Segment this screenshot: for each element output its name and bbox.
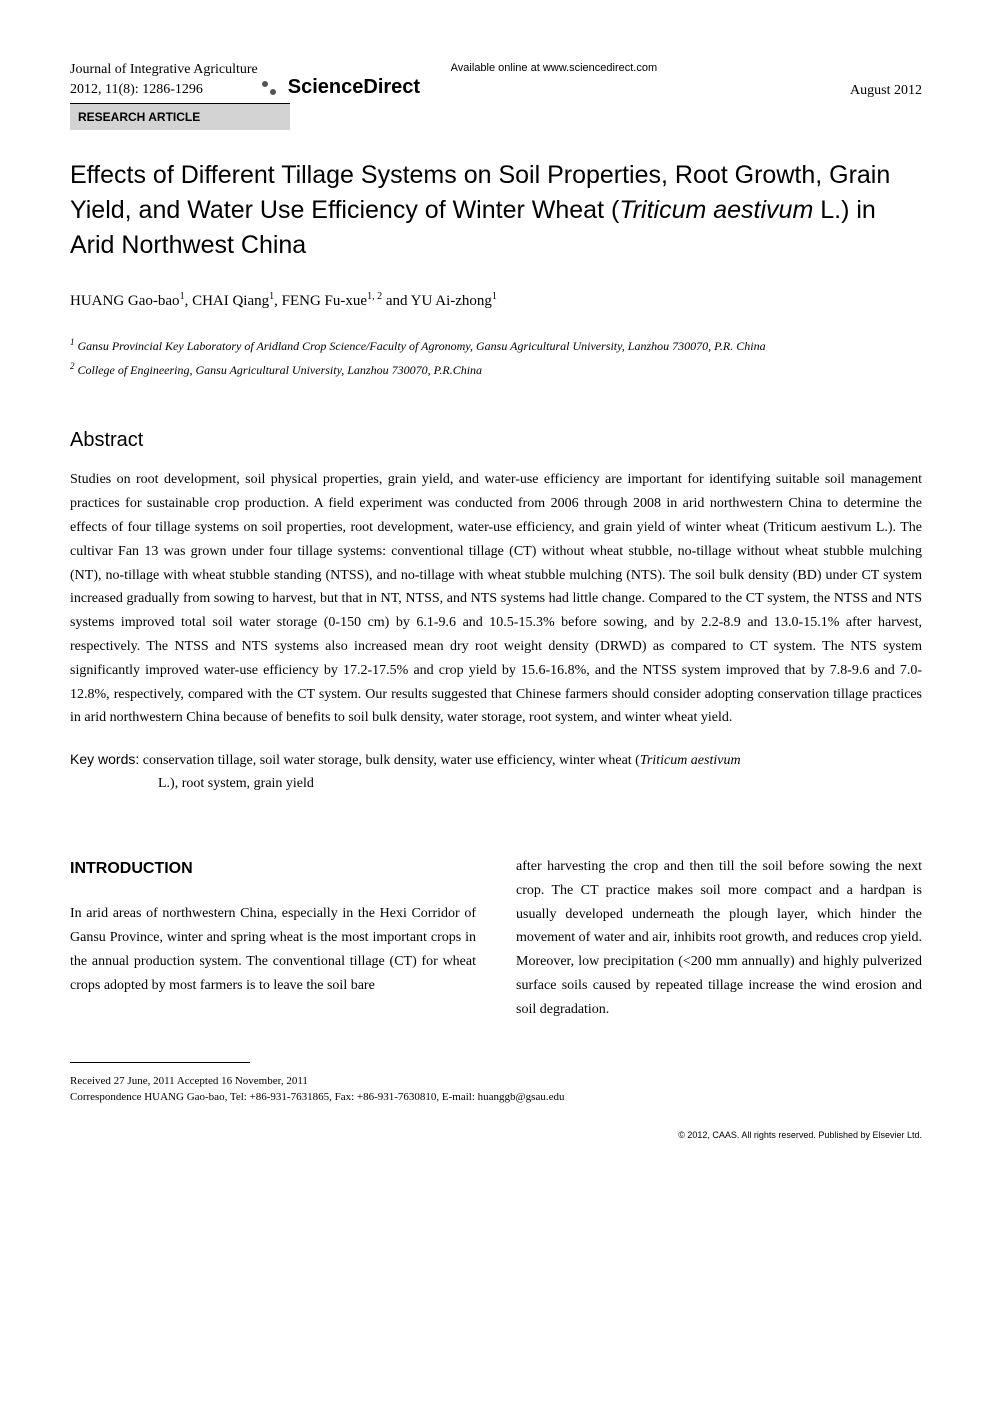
journal-info: Journal of Integrative Agriculture 2012,…	[70, 60, 258, 99]
title-species-italic: Triticum aestivum	[619, 196, 813, 224]
page-header: Journal of Integrative Agriculture 2012,…	[70, 60, 922, 99]
correspondence-info: Correspondence HUANG Gao-bao, Tel: +86-9…	[70, 1089, 922, 1106]
body-columns: INTRODUCTION In arid areas of northweste…	[70, 855, 922, 1022]
footer-info: Received 27 June, 2011 Accepted 16 Novem…	[70, 1073, 922, 1106]
authors-line: HUANG Gao-bao1, CHAI Qiang1, FENG Fu-xue…	[70, 291, 922, 310]
affiliation-1: 1 Gansu Provincial Key Laboratory of Ari…	[70, 334, 922, 358]
affiliations: 1 Gansu Provincial Key Laboratory of Ari…	[70, 334, 922, 381]
abstract-text: Studies on root development, soil physic…	[70, 468, 922, 730]
sciencedirect-icon	[258, 79, 282, 97]
publication-date: August 2012	[850, 83, 922, 99]
keywords-text-2: L.), root system, grain yield	[70, 773, 922, 795]
journal-name: Journal of Integrative Agriculture	[70, 60, 258, 80]
introduction-heading: INTRODUCTION	[70, 855, 476, 882]
keywords-label: Key words:	[70, 751, 139, 767]
column-right: after harvesting the crop and then till …	[516, 855, 922, 1022]
keywords-text-1: conservation tillage, soil water storage…	[143, 753, 741, 768]
article-type-label: RESEARCH ARTICLE	[78, 110, 200, 124]
keywords-section: Key words: conservation tillage, soil wa…	[70, 748, 922, 795]
introduction-text-col2: after harvesting the crop and then till …	[516, 855, 922, 1022]
copyright-notice: © 2012, CAAS. All rights reserved. Publi…	[70, 1130, 922, 1140]
column-left: INTRODUCTION In arid areas of northweste…	[70, 855, 476, 1022]
journal-issue: 2012, 11(8): 1286-1296	[70, 80, 258, 100]
introduction-text-col1: In arid areas of northwestern China, esp…	[70, 902, 476, 997]
available-online-text: Available online at www.sciencedirect.co…	[258, 62, 850, 74]
abstract-heading: Abstract	[70, 429, 922, 452]
sciencedirect-text: ScienceDirect	[288, 76, 420, 99]
received-accepted: Received 27 June, 2011 Accepted 16 Novem…	[70, 1073, 922, 1090]
sciencedirect-logo: ScienceDirect	[258, 76, 850, 99]
footer-divider	[70, 1062, 250, 1063]
affiliation-2: 2 College of Engineering, Gansu Agricult…	[70, 358, 922, 382]
article-type-bar: RESEARCH ARTICLE	[70, 103, 290, 130]
header-center: Available online at www.sciencedirect.co…	[258, 62, 850, 99]
article-title: Effects of Different Tillage Systems on …	[70, 158, 922, 263]
